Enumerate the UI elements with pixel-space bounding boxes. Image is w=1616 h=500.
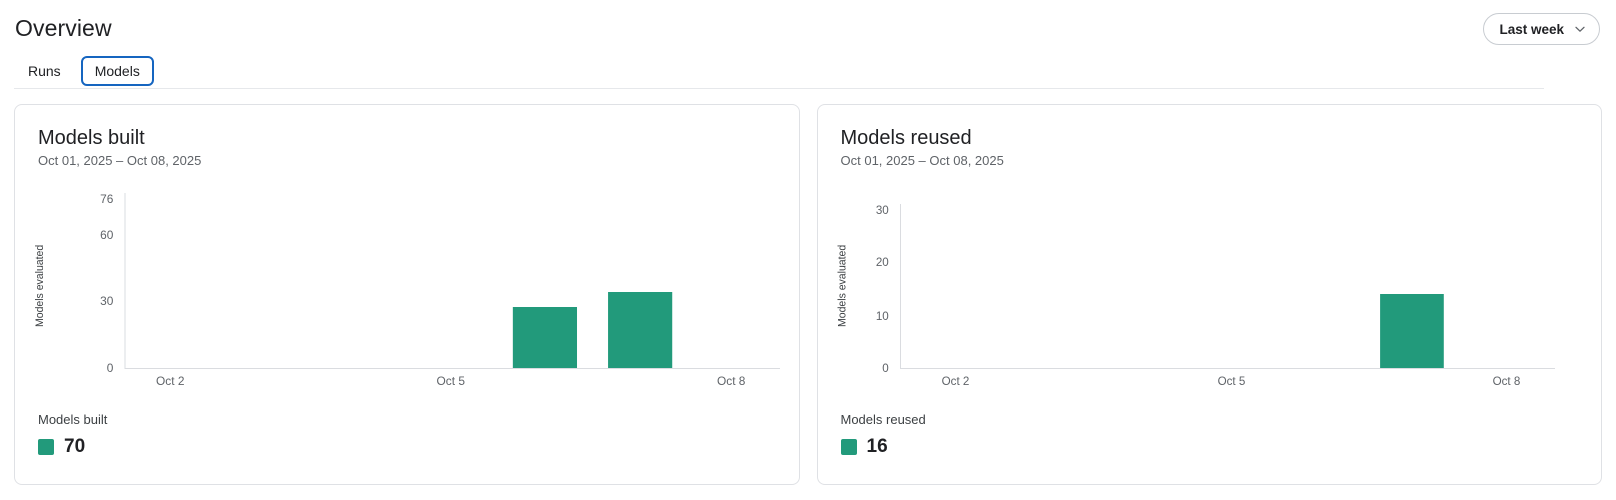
chart-svg: Models evaluated 30 20 10 0 Oct 2 Oct 5 …	[836, 204, 1555, 388]
page-title: Overview	[15, 15, 112, 41]
legend-color-swatch	[38, 439, 54, 455]
chart-svg: Models evaluated 76 60 30 0 Oct 2 Oct 5 …	[34, 193, 780, 388]
tabs-divider	[14, 88, 1544, 89]
bar-oct-7[interactable]	[1379, 294, 1444, 368]
legend-total-value: 16	[866, 436, 888, 457]
y-tick-label: 30	[100, 295, 114, 308]
date-range-picker[interactable]: Last week	[1483, 13, 1600, 45]
x-tick-label: Oct 5	[437, 375, 466, 388]
tabs-bar: Runs Models	[0, 56, 1616, 92]
x-tick-label: Oct 8	[717, 375, 745, 388]
card-title: Models reused	[840, 127, 972, 149]
y-axis-title: Models evaluated	[836, 245, 848, 327]
y-tick-label: 60	[100, 229, 114, 242]
x-tick-label: Oct 8	[1492, 376, 1520, 388]
tab-models[interactable]: Models	[80, 56, 154, 86]
chevron-down-icon	[1574, 23, 1586, 35]
bar-oct-6[interactable]	[512, 307, 578, 368]
y-tick-label: 0	[107, 362, 114, 375]
chart-legend: Models built 70	[38, 412, 107, 458]
legend-color-swatch	[840, 439, 857, 455]
y-tick-label: 76	[100, 193, 113, 206]
chart-legend: Models reused 16	[840, 412, 926, 458]
legend-value-row: 16	[840, 436, 926, 458]
x-tick-label: Oct 5	[1217, 376, 1245, 388]
y-tick-label: 20	[875, 257, 888, 269]
card-date-range: Oct 01, 2025 – Oct 08, 2025	[840, 153, 1004, 168]
tabs-row: Runs Models	[14, 56, 154, 86]
bar-oct-7[interactable]	[608, 292, 673, 368]
card-title: Models built	[38, 127, 145, 149]
x-tick-label: Oct 2	[156, 375, 184, 388]
legend-total-value: 70	[64, 436, 86, 457]
card-date-range: Oct 01, 2025 – Oct 08, 2025	[38, 153, 202, 168]
legend-label: Models reused	[840, 412, 926, 427]
y-tick-label: 30	[875, 205, 888, 217]
legend-value-row: 70	[38, 436, 107, 458]
y-tick-label: 10	[875, 311, 888, 323]
tab-runs[interactable]: Runs	[14, 56, 75, 86]
cards-container: Models built Oct 01, 2025 – Oct 08, 2025…	[14, 104, 1602, 485]
y-tick-label: 0	[882, 363, 888, 375]
page-header: Overview Last week	[0, 0, 1616, 56]
legend-label: Models built	[38, 412, 108, 427]
x-tick-label: Oct 2	[941, 376, 969, 388]
card-models-reused: Models reused Oct 01, 2025 – Oct 08, 202…	[816, 104, 1602, 485]
date-range-label: Last week	[1499, 21, 1564, 37]
chart-models-reused: Models evaluated 30 20 10 0 Oct 2 Oct 5 …	[818, 180, 1602, 390]
chart-models-built: Models evaluated 76 60 30 0 Oct 2 Oct 5 …	[15, 180, 799, 390]
card-models-built: Models built Oct 01, 2025 – Oct 08, 2025…	[14, 104, 800, 485]
y-axis-title: Models evaluated	[34, 245, 46, 327]
